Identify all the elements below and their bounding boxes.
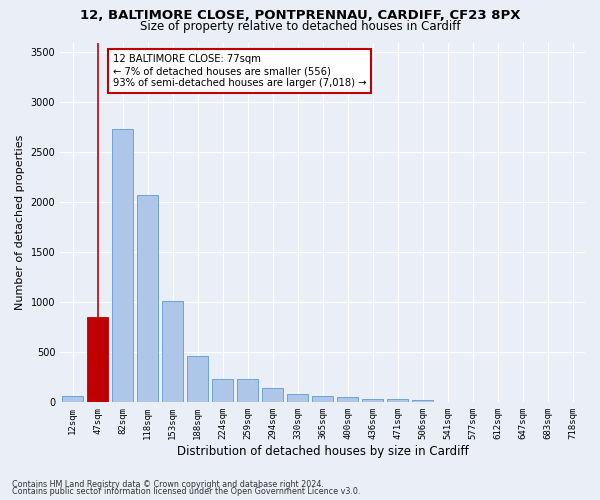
X-axis label: Distribution of detached houses by size in Cardiff: Distribution of detached houses by size … bbox=[177, 444, 469, 458]
Bar bbox=[162, 301, 183, 402]
Text: Contains public sector information licensed under the Open Government Licence v3: Contains public sector information licen… bbox=[12, 487, 361, 496]
Y-axis label: Number of detached properties: Number of detached properties bbox=[15, 134, 25, 310]
Bar bbox=[212, 380, 233, 402]
Bar bbox=[262, 388, 283, 402]
Bar bbox=[112, 130, 133, 402]
Bar bbox=[387, 399, 408, 402]
Text: 12 BALTIMORE CLOSE: 77sqm
← 7% of detached houses are smaller (556)
93% of semi-: 12 BALTIMORE CLOSE: 77sqm ← 7% of detach… bbox=[113, 54, 366, 88]
Bar bbox=[237, 380, 258, 402]
Bar bbox=[137, 195, 158, 402]
Bar bbox=[412, 400, 433, 402]
Text: Size of property relative to detached houses in Cardiff: Size of property relative to detached ho… bbox=[140, 20, 460, 33]
Bar bbox=[62, 396, 83, 402]
Bar bbox=[187, 356, 208, 402]
Text: Contains HM Land Registry data © Crown copyright and database right 2024.: Contains HM Land Registry data © Crown c… bbox=[12, 480, 324, 489]
Bar bbox=[287, 394, 308, 402]
Bar bbox=[312, 396, 333, 402]
Text: 12, BALTIMORE CLOSE, PONTPRENNAU, CARDIFF, CF23 8PX: 12, BALTIMORE CLOSE, PONTPRENNAU, CARDIF… bbox=[80, 9, 520, 22]
Bar bbox=[87, 317, 108, 402]
Bar bbox=[362, 399, 383, 402]
Bar bbox=[337, 397, 358, 402]
